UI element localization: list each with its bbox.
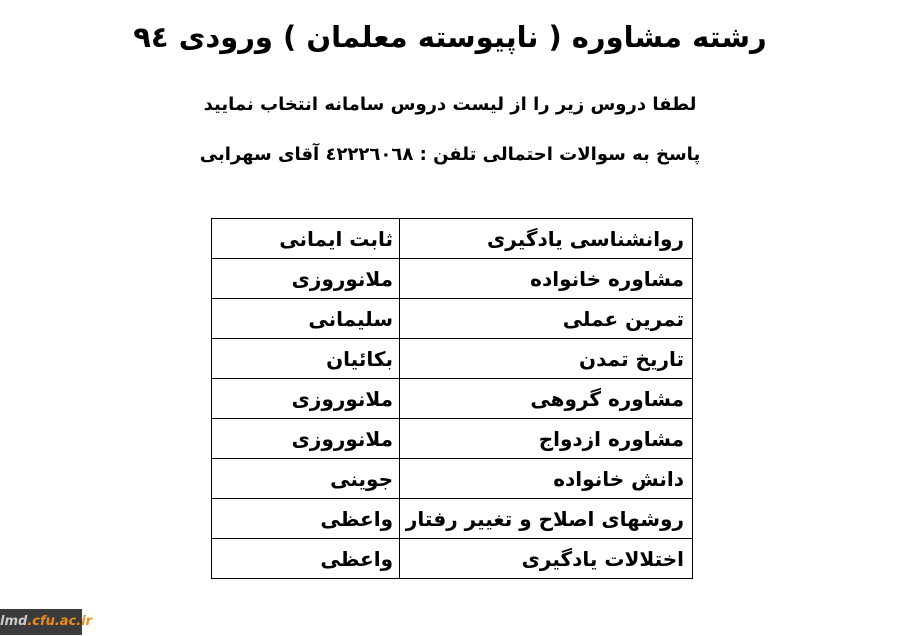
course-cell: مشاوره گروهی xyxy=(399,378,693,419)
table-row: تاریخ تمدن بکائیان xyxy=(211,338,693,379)
site-watermark: lmd.cfu.ac.ir xyxy=(0,609,92,635)
table-row: مشاوره خانواده ملانوروزی xyxy=(211,258,693,299)
table-row: تمرین عملی سلیمانی xyxy=(211,298,693,339)
table-row: روشهای اصلاح و تغییر رفتار واعظی xyxy=(211,498,693,539)
table-row: دانش خانواده جوینی xyxy=(211,458,693,499)
instructor-cell: واعظی xyxy=(211,498,400,539)
table-row: مشاوره ازدواج ملانوروزی xyxy=(211,418,693,459)
course-cell: تاریخ تمدن xyxy=(399,338,693,379)
instructor-cell: ملانوروزی xyxy=(211,418,400,459)
course-cell: دانش خانواده xyxy=(399,458,693,499)
instructor-cell: جوینی xyxy=(211,458,400,499)
course-cell: روشهای اصلاح و تغییر رفتار xyxy=(399,498,693,539)
course-instructor-table: روانشناسی یادگیری ثابت ایمانی مشاوره خان… xyxy=(211,218,693,579)
instructor-cell: ثابت ایمانی xyxy=(211,218,400,259)
course-cell: روانشناسی یادگیری xyxy=(399,218,693,259)
table-row: اختلالات یادگیری واعظی xyxy=(211,538,693,579)
table-row: روانشناسی یادگیری ثابت ایمانی xyxy=(211,218,693,259)
instructor-cell: ملانوروزی xyxy=(211,378,400,419)
course-cell: مشاوره خانواده xyxy=(399,258,693,299)
instruction-line: لطفا دروس زیر را از لیست دروس سامانه انت… xyxy=(203,94,697,115)
page-title: رشته مشاوره ( ناپیوسته معلمان ) ورودی ٩٤ xyxy=(133,20,767,54)
table-row: مشاوره گروهی ملانوروزی xyxy=(211,378,693,419)
instructor-cell: ملانوروزی xyxy=(211,258,400,299)
watermark-suffix: .cfu.ac.ir xyxy=(27,614,93,629)
instructor-cell: بکائیان xyxy=(211,338,400,379)
instructor-cell: سلیمانی xyxy=(211,298,400,339)
instructor-cell: واعظی xyxy=(211,538,400,579)
course-cell: اختلالات یادگیری xyxy=(399,538,693,579)
course-cell: تمرین عملی xyxy=(399,298,693,339)
watermark-prefix: lmd xyxy=(0,614,28,629)
contact-line: پاسخ به سوالات احتمالی تلفن : ٤٢٢٢٦٠٦٨ آ… xyxy=(199,144,701,165)
course-cell: مشاوره ازدواج xyxy=(399,418,693,459)
